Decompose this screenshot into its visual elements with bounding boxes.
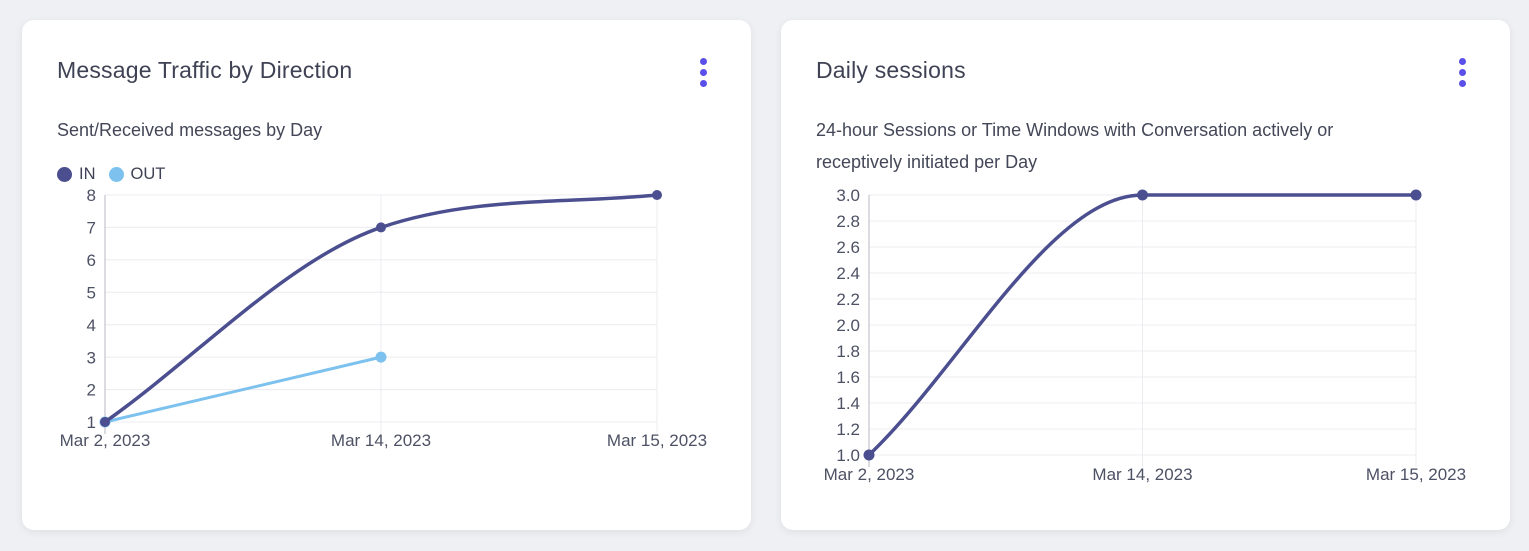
y-axis-label: 1.6 bbox=[836, 368, 860, 387]
y-axis-label: 3 bbox=[87, 348, 96, 367]
daily-sessions-line-chart: 3.0 2.8 2.6 2.4 2.2 2.0 1.8 1.6 1.4 1.2 1.0 Mar 2, … bbox=[816, 186, 1474, 489]
card-daily-sessions: Daily sessions 24-hour Sessions or Time … bbox=[781, 20, 1510, 530]
y-axis-label: 2.4 bbox=[836, 264, 860, 283]
legend-item-out[interactable]: OUT bbox=[108, 164, 166, 184]
legend-dot-icon bbox=[108, 166, 124, 182]
card-title: Daily sessions bbox=[816, 57, 966, 83]
y-axis-label: 2.6 bbox=[836, 238, 860, 257]
y-axis-label: 1.4 bbox=[836, 394, 860, 413]
message-traffic-line-chart: 8 7 6 5 4 3 2 1 Mar 2, 2023 Mar 14, 2023 Mar 15, 2… bbox=[57, 186, 715, 460]
x-axis-label: Mar 2, 2023 bbox=[60, 431, 151, 450]
legend-label: OUT bbox=[130, 164, 166, 183]
data-point-daily-sessions-1[interactable] bbox=[1137, 189, 1148, 201]
y-axis-label: 1.0 bbox=[836, 446, 860, 465]
y-axis-label: 7 bbox=[87, 219, 96, 238]
x-axis-label: Mar 15, 2023 bbox=[607, 431, 707, 450]
y-axis-label: 1.8 bbox=[836, 342, 860, 361]
y-axis-label: 4 bbox=[87, 316, 96, 335]
card-title: Message Traffic by Direction bbox=[57, 57, 353, 83]
data-point-in-2[interactable] bbox=[652, 190, 662, 200]
legend-item-in[interactable]: IN bbox=[57, 165, 96, 184]
x-axis-label: Mar 14, 2023 bbox=[1092, 465, 1192, 484]
data-point-daily-sessions-0[interactable] bbox=[863, 449, 875, 461]
y-axis-label: 1.2 bbox=[836, 420, 860, 439]
y-axis-label: 2.2 bbox=[836, 290, 860, 309]
kebab-menu-icon bbox=[1459, 58, 1466, 87]
data-point-out-1[interactable] bbox=[375, 351, 387, 363]
x-axis-label: Mar 15, 2023 bbox=[1366, 465, 1466, 484]
y-axis-label: 3.0 bbox=[836, 186, 860, 205]
legend-label: IN bbox=[79, 164, 96, 183]
x-axis-label: Mar 14, 2023 bbox=[331, 431, 431, 450]
data-point-in-1[interactable] bbox=[376, 222, 386, 233]
legend-dot-icon bbox=[57, 166, 72, 182]
y-axis-label: 8 bbox=[87, 186, 96, 205]
chart-legend: IN OUT bbox=[57, 164, 715, 184]
kebab-menu-button[interactable] bbox=[692, 55, 715, 90]
y-axis-label: 1 bbox=[87, 413, 96, 432]
x-axis-label: Mar 2, 2023 bbox=[824, 465, 915, 484]
y-axis-label: 2.8 bbox=[836, 212, 860, 231]
kebab-menu-button[interactable] bbox=[1451, 55, 1474, 90]
card-subtitle: 24-hour Sessions or Time Windows with Co… bbox=[816, 120, 1334, 172]
card-header: Message Traffic by Direction bbox=[57, 54, 715, 90]
y-axis-label: 5 bbox=[87, 283, 96, 302]
card-subtitle: Sent/Received messages by Day bbox=[57, 120, 323, 140]
kebab-menu-icon bbox=[700, 58, 707, 87]
data-point-in-0[interactable] bbox=[100, 417, 110, 427]
y-axis-label: 2 bbox=[87, 381, 96, 400]
series-line-out bbox=[103, 355, 383, 424]
series-line-daily-sessions bbox=[867, 193, 1418, 457]
y-axis-label: 2.0 bbox=[836, 316, 860, 335]
card-header: Daily sessions bbox=[816, 54, 1474, 90]
y-axis-label: 6 bbox=[87, 251, 96, 270]
card-message-traffic: Message Traffic by Direction Sent/Receiv… bbox=[22, 20, 751, 530]
data-point-daily-sessions-2[interactable] bbox=[1410, 189, 1422, 201]
